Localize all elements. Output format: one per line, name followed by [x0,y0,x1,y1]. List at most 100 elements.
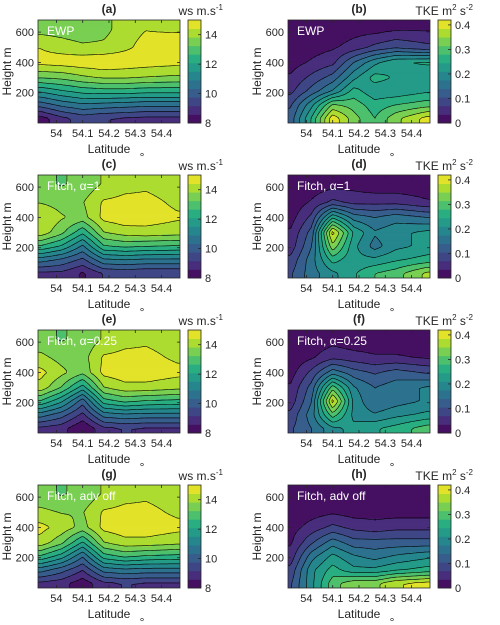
contour-cell [172,77,175,80]
contour-cell [388,45,391,49]
contour-cell [172,97,175,100]
contour-cell [100,101,103,104]
contour-cell [394,23,397,27]
contour-cell [178,109,180,112]
contour-cell [38,59,41,62]
contour-cell [106,73,109,76]
contour-cell [96,89,99,92]
contour-cell [128,99,131,102]
contour-cell [86,119,89,122]
contour-cell [44,97,47,100]
contour-cell [306,47,309,51]
contour-cell [64,25,67,29]
contour-cell [94,49,97,53]
contour-cell [66,27,69,31]
contour-cell [414,33,417,37]
contour-cell [102,51,105,55]
contour-cell [320,29,323,33]
contour-cell [68,45,71,49]
contour-cell [80,81,83,84]
contour-cell [94,103,97,106]
contour-cell [376,20,379,23]
contour-cell [96,119,99,122]
contour-cell [116,115,119,118]
contour-cell [42,79,45,82]
contour-cell [414,27,417,31]
contour-cell [56,105,59,108]
contour-cell [126,77,129,80]
contour-cell [56,81,59,84]
contour-cell [170,55,173,58]
contour-cell [108,55,111,58]
contour-cell [178,29,180,33]
contour-cell [348,33,351,37]
contour-cell [92,33,95,37]
contour-cell [358,37,361,41]
contour-cell [108,45,111,49]
contour-cell [328,23,331,27]
contour-cell [350,29,353,33]
contour-cell [136,87,139,90]
contour-cell [116,31,119,35]
contour-cell [160,103,163,106]
contour-cell [382,37,385,41]
contour-cell [420,49,423,53]
contour-cell [156,119,159,122]
contour-cell [76,47,79,51]
contour-cell [100,105,103,108]
contour-cell [168,53,171,56]
contour-cell [150,107,153,110]
contour-cell [48,47,51,51]
contour-cell [148,45,151,49]
contour-cell [326,29,329,33]
contour-cell [160,35,163,39]
contour-cell [104,89,107,92]
contour-cell [48,117,51,120]
contour-cell [38,25,41,29]
contour-cell [90,119,93,122]
contour-cell [82,95,85,98]
contour-cell [122,49,125,53]
contour-cell [76,59,79,62]
contour-cell [396,49,399,53]
contour-cell [310,41,313,45]
contour-cell [104,65,107,68]
contour-cell [118,61,121,64]
contour-cell [150,23,153,27]
contour-cell [90,71,93,74]
contour-cell [44,111,47,114]
contour-cell [338,27,341,31]
colorbar-segment [188,97,201,107]
contour-cell [104,23,107,27]
contour-cell [322,33,325,37]
contour-cell [152,115,155,118]
contour-cell [90,27,93,31]
contour-cell [328,27,331,31]
contour-cell [158,37,161,41]
contour-cell [92,31,95,35]
contour-cell [310,37,313,41]
contour-cell [392,23,395,27]
contour-cell [96,113,99,116]
contour-cell [80,51,83,55]
contour-cell [48,71,51,74]
contour-cell [90,37,93,41]
contour-cell [402,31,405,35]
contour-cell [138,75,141,78]
contour-cell [84,47,87,51]
contour-cell [52,105,55,108]
contour-cell [344,20,347,23]
contour-cell [140,20,143,23]
contour-cell [154,63,157,66]
contour-cell [162,25,165,29]
contour-cell [84,43,87,47]
contour-cell [108,63,111,66]
contour-cell [66,43,69,47]
contour-cell [148,49,151,53]
contour-cell [172,81,175,84]
contour-cell [134,97,137,100]
contour-cell [384,39,387,43]
contour-cell [334,35,337,39]
contour-cell [68,101,71,104]
contour-cell [418,33,421,37]
